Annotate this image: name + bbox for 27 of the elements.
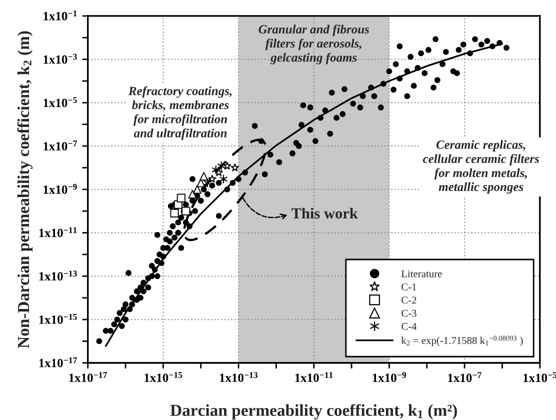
legend-label: C-1 (402, 283, 416, 290)
y-axis-title: Non-Darcian permeability coefficient, k$_{2}$ (m) (17, 31, 33, 348)
legend-label: C-3 (402, 310, 416, 317)
legend-label: C-2 (402, 296, 416, 304)
annotation: Ceramic replicas, cellular ceramic filters for molten metals, metallic sponges (422, 140, 540, 194)
x-tick-label: 1x10$^{−17}$ (69, 372, 107, 382)
x-axis-title: Darcian permeability coefficient, k$_{1}$ (m²) (170, 404, 457, 420)
y-tick-label: 1x10$^{−15}$ (39, 314, 77, 324)
x-tick-label: 1x10$^{−13}$ (220, 372, 258, 382)
annotation: This work (292, 208, 358, 219)
legend-label: Literature (401, 270, 442, 278)
x-tick-label: 1x10$^{−15}$ (144, 372, 182, 382)
y-tick-label: 1x10$^{−13}$ (39, 270, 77, 281)
legend-label: C-4 (402, 322, 417, 330)
y-tick-label: 1x10$^{−5}$ (44, 97, 77, 108)
y-tick-label: 1x10$^{−17}$ (39, 357, 77, 368)
legend-label: k$_{2}$ = exp(-1.71588 k$_{1}$$^{−0.08093}$ ) (401, 336, 523, 346)
band-label: Granular and fibrous filters for aerosols, gelcasting foams (258, 24, 370, 64)
x-tick-label: 1x10$^{−7}$ (448, 372, 482, 382)
annotation: Refractory coatings, bricks, membranes for microfiltration and ultrafiltration (128, 86, 232, 140)
x-tick-label: 1x10$^{−9}$ (372, 372, 406, 382)
y-tick-label: 1x10$^{−11}$ (39, 227, 77, 238)
x-tick-label: 1x10$^{−11}$ (295, 372, 333, 382)
y-tick-label: 1x10$^{−3}$ (44, 54, 77, 64)
y-tick-label: 1x10$^{−1}$ (44, 10, 77, 20)
y-tick-label: 1x10$^{−9}$ (44, 184, 77, 194)
y-tick-label: 1x10$^{−7}$ (44, 140, 77, 151)
